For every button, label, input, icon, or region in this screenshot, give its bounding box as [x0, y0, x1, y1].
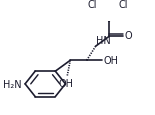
Text: O: O — [124, 31, 132, 41]
Text: Cl: Cl — [118, 0, 128, 10]
Text: H₂N: H₂N — [3, 79, 21, 89]
Text: Cl: Cl — [88, 0, 97, 10]
Text: OH: OH — [103, 56, 118, 66]
Text: HN: HN — [96, 36, 111, 46]
Text: OH: OH — [58, 78, 73, 88]
